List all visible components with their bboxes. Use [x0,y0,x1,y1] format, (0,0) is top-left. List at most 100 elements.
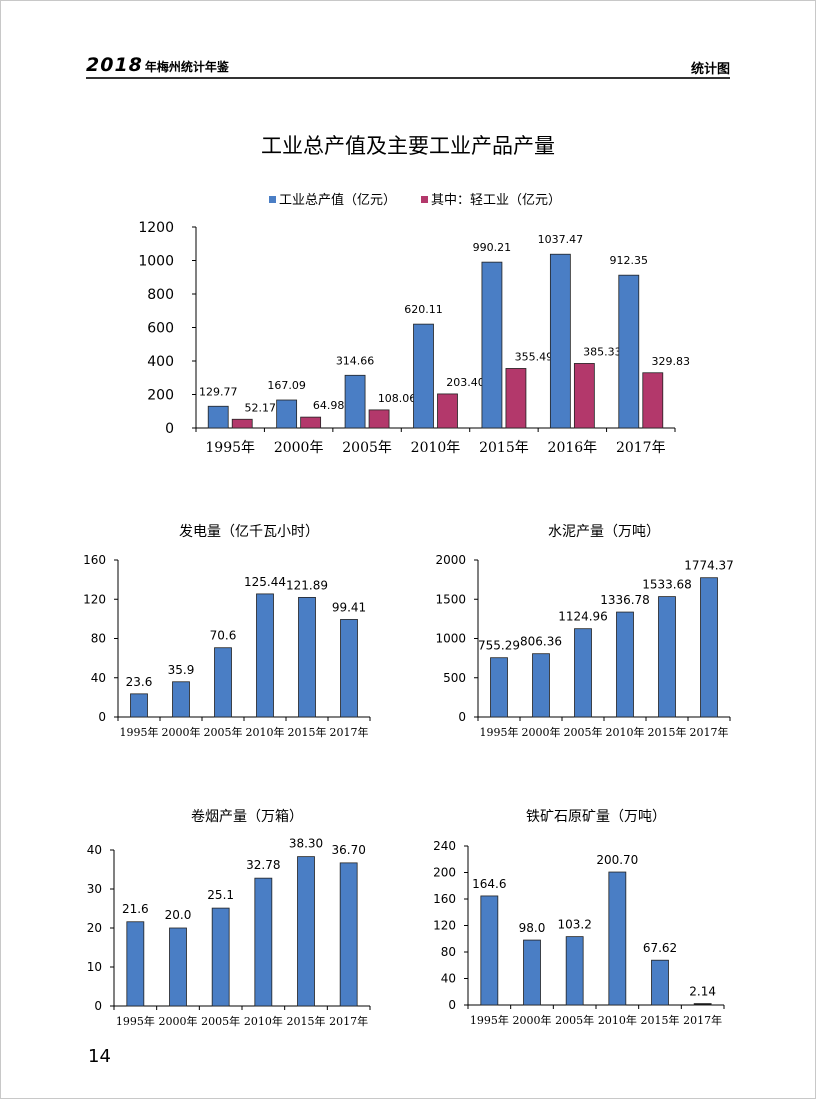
page-number: 14 [88,1046,111,1067]
yearbook-title: 2018 年梅州统计年鉴 [86,54,229,76]
value-label-2010年: 32.78 [246,858,280,872]
value-label-1995年: 755.29 [478,639,520,653]
bar-2005年 [214,647,232,718]
y-tick-label: 80 [91,632,106,646]
x-tick-label: 2000年 [159,1014,198,1028]
value-label-2000年: 98.0 [519,921,546,935]
y-tick-label: 200 [433,866,456,880]
x-tick-label: 2005年 [342,440,392,456]
value-label-1995年: 23.6 [126,675,153,689]
bar-1995年 [480,895,499,1006]
output-bar-2005年 [344,374,366,429]
x-tick-label: 2015年 [287,1014,326,1028]
x-tick-label: 2015年 [648,725,687,739]
x-tick-label: 1995年 [120,725,159,739]
value-label-2000年: 35.9 [168,663,195,677]
legend-swatch-2 [421,196,428,203]
value-label-1995年: 21.6 [122,902,149,916]
bar-2010年 [256,593,274,718]
light-industry-bar-1995年 [231,418,253,429]
value-label-2015年: 121.89 [286,578,328,592]
bar-2000年 [532,653,550,718]
value-label-2015年: 38.30 [289,837,323,851]
x-tick-label: 2017年 [683,1013,722,1027]
chart-title: 铁矿石原矿量（万吨） [526,809,666,825]
light-industry-bar-2016年 [573,363,595,429]
bar-2017年 [693,1003,712,1006]
bar-1995年 [126,921,145,1007]
chart-title: 卷烟产量（万箱） [191,809,303,825]
value-label-2010年: 200.70 [596,853,638,867]
y-tick-label: 80 [441,945,456,959]
x-tick-label: 2017年 [329,1014,368,1028]
y-tick-label: 40 [87,843,102,857]
y-tick-label: 120 [433,919,456,933]
x-tick-label: 2000年 [513,1013,552,1027]
light-industry-bar-2000年 [300,416,322,429]
output-bar-2017年 [618,274,640,429]
header-year: 2018 [86,54,143,76]
y-tick-label: 1500 [435,592,466,606]
y-tick-label: 500 [443,671,466,685]
bar-1995年 [130,693,148,718]
value-label-2017年: 99.41 [332,600,366,614]
x-tick-label: 2015年 [641,1013,680,1027]
chart-title: 发电量（亿千瓦小时） [179,524,319,540]
value-label-2017年: 36.70 [331,843,365,857]
bar-1995年 [490,657,508,718]
x-tick-label: 1995年 [480,725,519,739]
x-tick-label: 2017年 [616,440,666,456]
output-label-2000年: 167.09 [267,379,306,392]
x-tick-label: 2010年 [246,725,285,739]
light-industry-bar-2015年 [505,368,527,429]
bar-2015年 [297,856,315,1007]
bar-2015年 [651,959,669,1006]
value-label-2005年: 25.1 [207,888,234,902]
y-tick-label: 40 [91,671,106,685]
output-label-2015年: 990.21 [473,241,512,254]
header-rule [86,77,730,79]
y-tick-label: 160 [433,892,456,906]
bar-2010年 [608,871,627,1006]
y-tick-label: 160 [83,553,106,567]
x-tick-label: 2000年 [162,725,201,739]
output-label-2017年: 912.35 [610,254,649,267]
output-bar-1995年 [207,405,229,429]
value-label-2005年: 70.6 [210,629,237,643]
output-bar-2016年 [549,253,571,429]
y-tick-label: 400 [147,354,174,370]
output-bar-2015年 [481,261,503,429]
legend-label-2: 其中：轻工业（亿元） [431,193,561,208]
x-tick-label: 2015年 [479,440,529,456]
value-label-2005年: 1124.96 [558,610,608,624]
value-label-1995年: 164.6 [472,877,506,891]
y-tick-label: 0 [94,999,102,1013]
light-industry-bar-2005年 [368,409,390,429]
bar-2010年 [254,877,273,1007]
x-tick-label: 2005年 [204,725,243,739]
cigarettes-chart: 卷烟产量（万箱） 0 10 20 30 40 21.6 1995年 20.0 2000年 25.1 2… [87,809,371,1028]
bar-2005年 [574,628,592,718]
x-tick-label: 2010年 [411,440,461,456]
chart-legend: 工业总产值（亿元） 其中：轻工业（亿元） [269,192,561,208]
value-label-2010年: 125.44 [244,575,286,589]
value-label-2000年: 806.36 [520,635,562,649]
bar-2000年 [172,681,190,718]
light-industry-label-2005年: 108.06 [378,392,417,405]
y-tick-label: 0 [448,998,456,1012]
x-tick-label: 2000年 [274,440,324,456]
bar-2015年 [298,596,316,718]
y-tick-label: 10 [87,960,102,974]
x-tick-label: 2017年 [690,725,729,739]
x-tick-label: 2005年 [564,725,603,739]
output-bar-2000年 [276,399,298,429]
header-book-title: 年梅州统计年鉴 [144,60,229,74]
x-tick-label: 1995年 [470,1013,509,1027]
output-label-1995年: 129.77 [199,385,238,398]
output-label-2016年: 1037.47 [538,233,584,246]
bar-2000年 [523,939,541,1006]
page-header: 2018 年梅州统计年鉴 统计图 [86,52,730,77]
value-label-2017年: 1774.37 [684,559,734,573]
x-tick-label: 1995年 [205,440,255,456]
x-tick-label: 2010年 [244,1014,283,1028]
